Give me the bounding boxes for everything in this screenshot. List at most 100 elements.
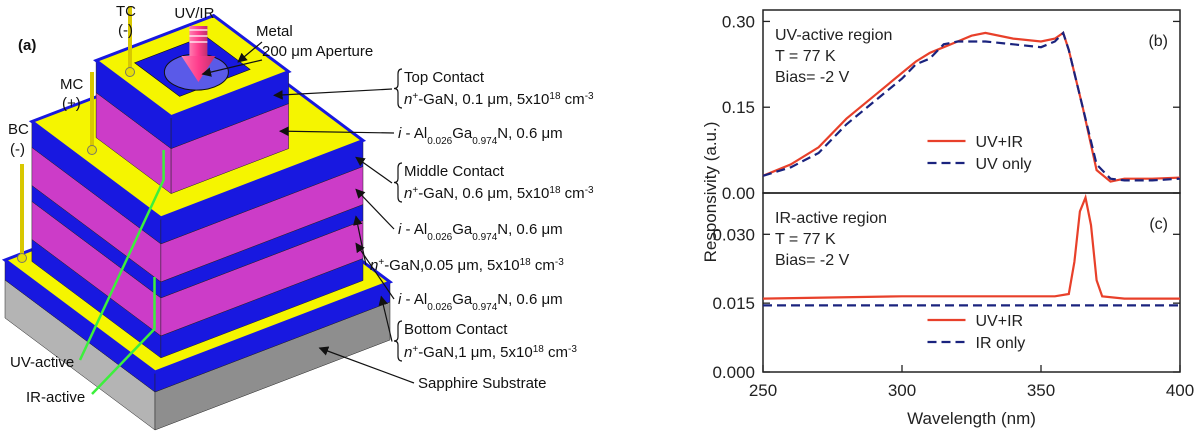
pointer	[237, 41, 263, 63]
panel-label: (b)	[1148, 33, 1168, 50]
pointer	[273, 88, 393, 100]
x-tick-label: 400	[1166, 381, 1194, 400]
layer-brace	[393, 320, 403, 362]
series-line	[762, 30, 1181, 182]
light-arrow-head	[181, 56, 216, 82]
annotation: UV-active region	[775, 27, 892, 44]
charts: 0.00 0.15 0.30 UV-active region T = 77 K Bias…	[701, 9, 1194, 428]
layer-spec-part: 18	[520, 257, 532, 268]
annotation: IR-active region	[775, 210, 887, 227]
wire-contact	[17, 253, 27, 263]
pointer	[355, 188, 395, 230]
layer-spec-part: Ga	[452, 125, 473, 142]
layer-title: Top Contact	[404, 69, 485, 86]
y-tick-label: 0.030	[712, 225, 755, 244]
light-label: UV/IR	[174, 5, 214, 22]
layer-spec: i - Al0.026Ga0.974N, 0.6 μm	[398, 291, 563, 313]
layer-spec-part: cm	[544, 344, 568, 361]
pointer	[201, 59, 263, 77]
layer-spec-part: -GaN,1 μm, 5x10	[418, 344, 533, 361]
legend-label: UV+IR	[976, 134, 1024, 151]
pointer	[355, 156, 393, 184]
y-tick-label: 0.00	[722, 184, 755, 203]
region-label: IR-active	[26, 389, 85, 406]
layer-spec: n+-GaN,1 μm, 5x1018 cm-3	[404, 344, 577, 362]
annotation: T = 77 K	[775, 48, 836, 65]
layer-spec-part: 18	[549, 185, 561, 196]
layer-spec-part: -3	[585, 91, 594, 102]
pointer	[318, 346, 415, 384]
layer-spec-part: 0.974	[472, 232, 497, 243]
layer-spec-part: -GaN, 0.1 μm, 5x10	[418, 91, 549, 108]
layer-spec-part: N, 0.6 μm	[497, 125, 562, 142]
region-label: UV-active	[10, 354, 74, 371]
substrate-label: Sapphire Substrate	[418, 375, 546, 392]
annotation: Bias= -2 V	[775, 252, 850, 269]
wire-name: BC	[8, 121, 29, 138]
device-diagram: TC (-) MC (+) BC (-) (a) UV/IR Metal 200 μm Apert…	[1, 3, 594, 431]
layer-title: Middle Contact	[404, 163, 505, 180]
pointer	[352, 215, 367, 266]
wire-name: TC	[116, 3, 136, 20]
layer-spec: n+-GaN, 0.1 μm, 5x1018 cm-3	[404, 91, 594, 109]
layer-spec-part: n	[404, 185, 412, 202]
layer-spec-part: 18	[549, 91, 561, 102]
layer-spec-part: i	[398, 221, 402, 238]
pointer	[355, 242, 395, 300]
layer-spec-part: - Al	[401, 125, 427, 142]
legend-label: UV+IR	[976, 313, 1024, 330]
layer-spec: n+-GaN, 0.6 μm, 5x1018 cm-3	[404, 185, 594, 203]
panel-label: (c)	[1149, 216, 1168, 233]
y-tick-label: 0.15	[722, 98, 755, 117]
light-arrow-shaft	[189, 26, 208, 56]
layer-spec-part: -3	[585, 185, 594, 196]
layer-spec-part: cm	[561, 185, 585, 202]
layer-spec-part: 0.026	[427, 136, 452, 147]
layer-spec-part: n	[404, 91, 412, 108]
y-axis-label: Responsivity (a.u.)	[701, 122, 720, 263]
wire-polarity: (+)	[62, 95, 81, 112]
y-tick-label: 0.015	[712, 294, 755, 313]
layer-spec-part: n	[370, 257, 378, 274]
layer-spec: n+-GaN,0.05 μm, 5x1018 cm-3	[370, 257, 564, 275]
layer-spec-part: 0.974	[472, 302, 497, 313]
x-tick-label: 250	[749, 381, 777, 400]
layer-spec-part: 0.974	[472, 136, 497, 147]
x-tick-label: 350	[1027, 381, 1055, 400]
wire-polarity: (-)	[10, 141, 25, 158]
layer-spec-part: 0.026	[427, 302, 452, 313]
x-tick-label: 300	[888, 381, 916, 400]
pointer	[278, 126, 395, 137]
layer-spec: i - Al0.026Ga0.974N, 0.6 μm	[398, 125, 563, 147]
layer-spec-part: i	[398, 125, 402, 142]
y-tick-label: 0.000	[712, 363, 755, 382]
legend-label: IR only	[976, 335, 1026, 352]
wire-polarity: (-)	[118, 22, 133, 39]
wire-name: MC	[60, 76, 83, 93]
layer-spec-part: Ga	[452, 291, 473, 308]
layer-spec-part: +	[412, 91, 418, 102]
layer-spec-part: -GaN, 0.6 μm, 5x10	[418, 185, 549, 202]
region-pointer	[91, 277, 156, 395]
layer-spec-part: cm	[561, 91, 585, 108]
layer-spec-part: N, 0.6 μm	[497, 221, 562, 238]
layer-spec-part: -3	[568, 344, 577, 355]
layer-spec-part: n	[404, 344, 412, 361]
legend-label: UV only	[976, 156, 1032, 173]
metal-label: Metal	[256, 23, 293, 40]
layer-spec-part: cm	[531, 257, 555, 274]
layer-brace	[393, 68, 403, 109]
y-tick-label: 0.30	[722, 12, 755, 31]
layer-spec-part: +	[378, 257, 384, 268]
region-pointer	[78, 150, 165, 361]
layer-spec-part: 0.026	[427, 232, 452, 243]
aperture-label: 200 μm Aperture	[262, 43, 373, 60]
layer-spec-part: - Al	[401, 221, 427, 238]
pointer	[378, 295, 393, 342]
wire-contact	[125, 67, 135, 77]
annotation: Bias= -2 V	[775, 69, 850, 86]
x-axis-label: Wavelength (nm)	[907, 409, 1036, 428]
layer-spec-part: -GaN,0.05 μm, 5x10	[384, 257, 519, 274]
wire-contact	[87, 145, 97, 155]
